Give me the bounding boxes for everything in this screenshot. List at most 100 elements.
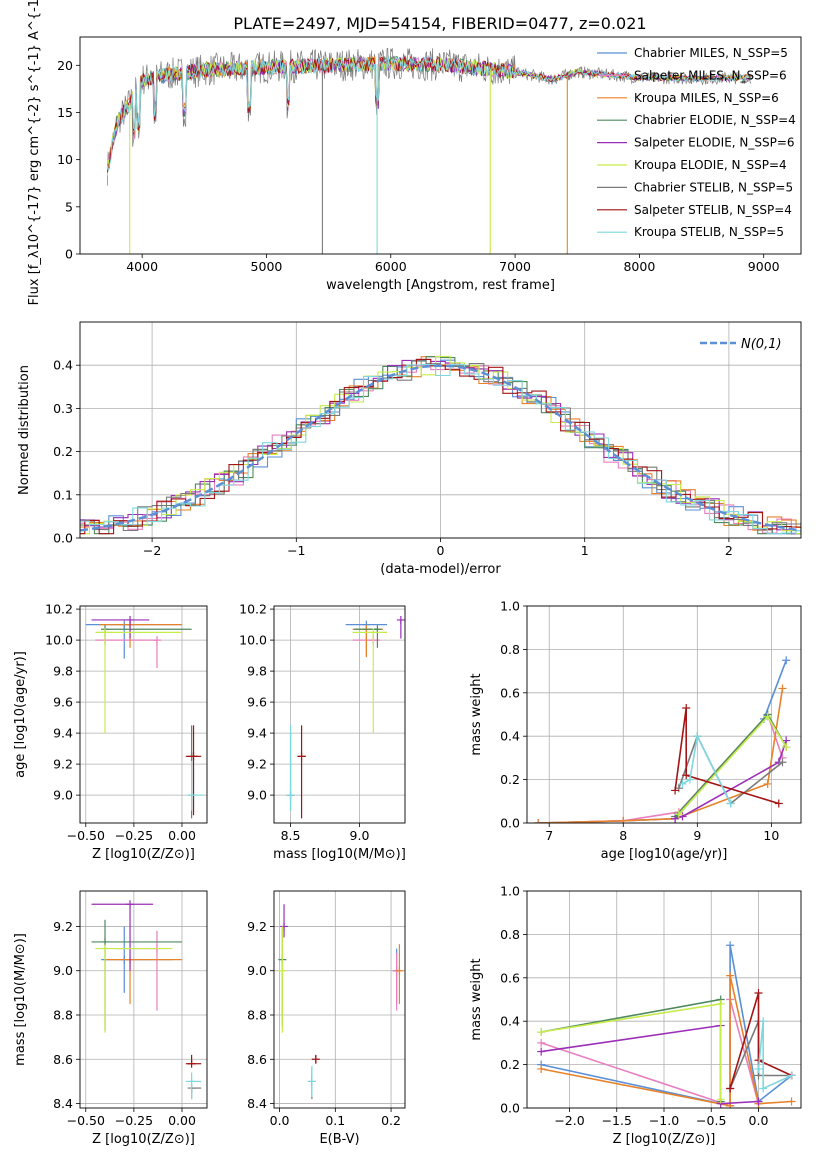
y-tick-label: 8.6 [53, 1052, 73, 1067]
x-tick-label: −0.50 [67, 1113, 105, 1128]
massweight_vs_Z-x-label: Z [log10(Z/Z⊙)] [613, 1132, 716, 1147]
y-tick-label: 0.4 [500, 729, 520, 744]
mass-weight-marker-kroupa_stelib [678, 779, 687, 788]
x-tick-label: −2 [143, 543, 161, 558]
y-tick-label: 0.4 [500, 1014, 520, 1029]
mass-weight-line-kroupa_miles [541, 975, 792, 1107]
y-tick-label: 9.2 [247, 757, 267, 772]
mass-weight-line-salpeter_miles [538, 712, 784, 823]
mass-weight-marker-chabrier_miles [782, 656, 791, 665]
age_vs_mass-points [286, 615, 405, 819]
residual-hist-salpeter_elodie [80, 358, 801, 535]
mass-weight-marker-kroupa_miles [534, 819, 543, 823]
y-tick-label: 5 [65, 199, 73, 214]
y-tick-label: 9.0 [53, 963, 73, 978]
mass-weight-marker-kroupa_miles [787, 1097, 796, 1106]
mass-weight-marker-salpeter_stelib [754, 988, 763, 997]
y-tick-label: 9.0 [247, 788, 267, 803]
y-tick-label: 10.0 [239, 633, 267, 648]
legend-label: Salpeter MILES, N_SSP=6 [634, 68, 787, 82]
y-tick-label: 9.2 [247, 919, 267, 934]
x-tick-label: 0 [437, 543, 445, 558]
y-tick-label: 0.8 [500, 642, 520, 657]
y-tick-label: 0.6 [500, 970, 520, 985]
legend-label: Chabrier MILES, N_SSP=5 [634, 46, 788, 60]
x-tick-label: 9000 [748, 259, 780, 274]
y-tick-label: 0.6 [500, 685, 520, 700]
spectrum-legend: Chabrier MILES, N_SSP=5 Salpeter MILES, N… [597, 46, 796, 239]
marker-kroupa_elodie [101, 628, 110, 637]
mass-weight-marker-salpeter_elodie [537, 1047, 546, 1056]
age_vs_mass-frame [273, 605, 406, 824]
spectrum-y-label: Flux [f_λ10^{-17} erg cm^{-2} s^{-1} A^{… [27, 0, 42, 305]
legend-label: Kroupa ELODIE, N_SSP=4 [634, 158, 787, 172]
spectrum-x-label: wavelength [Angstrom, rest frame] [326, 278, 555, 293]
y-tick-label: 0.4 [53, 358, 73, 373]
massweight_vs_Z-lines [537, 941, 796, 1108]
y-tick-label: 9.4 [247, 726, 267, 741]
y-tick-label: 9.4 [53, 726, 73, 741]
y-tick-label: 9.8 [53, 664, 73, 679]
massweight_vs_age-lines [534, 656, 791, 823]
mass-weight-marker-kroupa_stelib [726, 799, 735, 808]
x-tick-label: −1.0 [649, 1113, 679, 1128]
mass_vs_Z-frame [79, 890, 208, 1109]
massweight_vs_age-y-label: mass weight [469, 673, 484, 755]
y-tick-label: 20 [57, 58, 73, 73]
mass-weight-marker-kroupa_elodie [763, 712, 772, 721]
mass-weight-marker-salpeter_stelib [682, 771, 691, 780]
mass-weight-marker-salpeter_stelib [726, 1084, 735, 1093]
x-tick-label: 7000 [499, 259, 531, 274]
mass-weight-line-chabrier_miles [538, 660, 787, 823]
x-tick-label: 0.00 [168, 828, 196, 843]
y-tick-label: 10.2 [239, 602, 267, 617]
marker-kroupa_elodie [278, 966, 287, 975]
y-tick-label: 9.0 [53, 788, 73, 803]
y-tick-label: 1.0 [500, 884, 520, 899]
mass_vs_Z-axes: −0.50 −0.25 0.00 8.4 8.6 8.8 9.0 9.2 [53, 891, 207, 1128]
y-tick-label: 1.0 [500, 599, 520, 614]
x-tick-label: 0.00 [168, 1113, 196, 1128]
residual-hist-kroupa_elodie [80, 355, 801, 535]
y-tick-label: 0.2 [53, 444, 73, 459]
massweight_vs_age-axes: 7 8 9 10 0.0 0.2 0.4 0.6 0.8 1.0 [500, 599, 801, 843]
legend-label: Salpeter ELODIE, N_SSP=6 [634, 136, 795, 150]
age_vs_mass-axes: 8.5 9.0 9.0 9.2 9.4 9.6 9.8 10.0 10.2 [239, 602, 405, 843]
x-tick-label: 0.2 [381, 1113, 401, 1128]
mass-weight-marker-kroupa_elodie [674, 810, 683, 819]
spectrum-axes: 4000 5000 6000 7000 8000 9000 0 5 10 15 20 [57, 58, 780, 274]
marker-kroupa_elodie [369, 628, 378, 637]
mass_vs_Z-y-label: mass [log10(M/M⊙)] [13, 933, 28, 1066]
mass-weight-marker-chabrier_miles [726, 941, 735, 950]
residual-hist-salpeter_stelib [80, 358, 801, 535]
mass_vs_ebv-points [278, 904, 404, 1100]
mass-weight-line-salpeter_stelib [674, 707, 780, 805]
y-tick-label: 8.8 [53, 1008, 73, 1023]
mass-weight-line-salpeter_stelib [729, 992, 792, 1089]
mass_vs_Z-x-label: Z [log10(Z/Z⊙)] [92, 1132, 195, 1147]
mass-weight-marker-kroupa_stelib [759, 1017, 768, 1026]
mass-weight-marker-salpeter_stelib [671, 786, 680, 795]
y-tick-label: 9.0 [247, 963, 267, 978]
y-tick-label: 15 [57, 105, 73, 120]
x-tick-label: 9 [693, 828, 701, 843]
y-tick-label: 0.0 [500, 816, 520, 831]
age_vs_Z-axes: −0.50 −0.25 0.00 9.0 9.2 9.4 9.6 9.8 10.0 10.2 [45, 602, 207, 843]
mass-weight-marker-kroupa_miles [537, 1064, 546, 1073]
figure-title: PLATE=2497, MJD=54154, FIBERID=0477, z=0… [233, 14, 646, 33]
marker-kroupa_stelib [187, 791, 196, 800]
y-tick-label: 9.2 [53, 757, 73, 772]
massweight_vs_Z-frame [526, 890, 802, 1109]
age_vs_Z-frame [79, 605, 208, 824]
y-tick-label: 9.6 [53, 695, 73, 710]
mass-weight-line-kroupa_miles [538, 688, 784, 823]
spectrum-series-salpeter_stelib [106, 55, 752, 173]
x-tick-label: 6000 [375, 259, 407, 274]
spectrum-lines [106, 47, 752, 254]
mass-weight-marker-kroupa_elodie [716, 1095, 725, 1104]
mass-weight-marker-salpeter_stelib [682, 703, 691, 712]
age_vs_Z-x-label: Z [log10(Z/Z⊙)] [92, 847, 195, 862]
residual-hist-kroupa_miles [80, 356, 801, 531]
y-tick-label: 8.4 [53, 1096, 73, 1111]
